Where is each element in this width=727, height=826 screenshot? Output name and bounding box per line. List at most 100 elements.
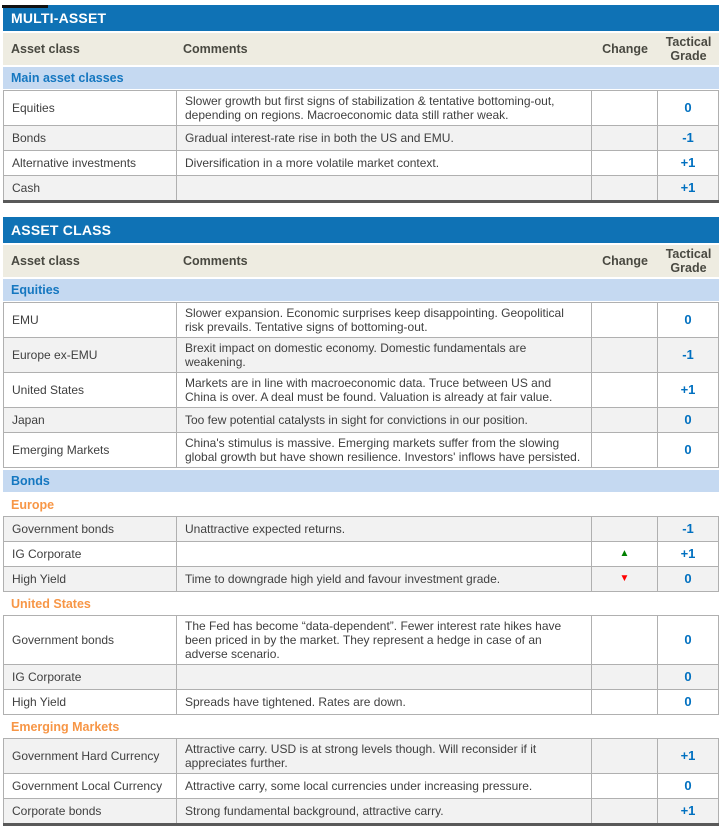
change-cell <box>591 433 657 467</box>
comment-cell: Strong fundamental background, attractiv… <box>176 799 591 823</box>
tactical-grade-cell: 0 <box>657 774 718 798</box>
change-cell <box>591 408 657 432</box>
asset-class-cell: Equities <box>12 101 55 115</box>
tactical-grade-cell: 0 <box>657 408 718 432</box>
tactical-grade-cell: 0 <box>657 303 718 337</box>
asset-class-cell: United States <box>12 383 85 397</box>
comment-cell: Slower expansion. Economic surprises kee… <box>176 303 591 337</box>
tactical-grade-cell: 0 <box>657 690 718 714</box>
asset-class-cell: High Yield <box>12 572 67 586</box>
asset-class-cell: High Yield <box>12 695 67 709</box>
tactical-grade-cell: 0 <box>657 616 718 664</box>
column-header-asset-class: Asset class <box>11 42 80 56</box>
asset-class-cell: Government bonds <box>12 633 115 647</box>
section-header-bonds: Bonds <box>3 470 719 492</box>
table-row-em-corporate-bonds: Corporate bonds Strong fundamental backg… <box>3 798 719 823</box>
column-header-tactical-grade: Tactical Grade <box>665 35 712 63</box>
tactical-grade-cell: -1 <box>657 517 718 541</box>
tactical-grade-cell: +1 <box>657 176 718 200</box>
tactical-grade-cell: 0 <box>657 665 718 689</box>
asset-class-cell: Alternative investments <box>12 156 137 170</box>
column-header-tactical-grade: Tactical Grade <box>665 247 712 275</box>
asset-class-cell: Japan <box>12 413 45 427</box>
tactical-grade-cell: +1 <box>657 739 718 773</box>
tactical-grade-cell: +1 <box>657 373 718 407</box>
table-row-bonds: Bonds Gradual interest-rate rise in both… <box>3 125 719 150</box>
multi-asset-header-row: Asset class Comments Change Tactical Gra… <box>3 33 719 65</box>
screenshot-edge-artifact <box>2 5 48 8</box>
comment-cell: The Fed has become “data-dependent”. Few… <box>176 616 591 664</box>
asset-class-cell: Government Hard Currency <box>12 749 160 763</box>
table-row-eu-high-yield: High Yield Time to downgrade high yield … <box>3 566 719 592</box>
table-row-eu-government-bonds: Government bonds Unattractive expected r… <box>3 516 719 541</box>
tactical-grade-cell: -1 <box>657 126 718 150</box>
change-up-arrow-icon: ▲ <box>619 548 630 559</box>
table-row-europe-ex-emu: Europe ex-EMU Brexit impact on domestic … <box>3 337 719 372</box>
table-row-alternative-investments: Alternative investments Diversification … <box>3 150 719 175</box>
change-cell <box>591 338 657 372</box>
table-row-us-government-bonds: Government bonds The Fed has become “dat… <box>3 615 719 664</box>
asset-class-title-bar: ASSET CLASS <box>3 217 719 243</box>
comment-cell <box>176 176 591 200</box>
tactical-grade-cell: 0 <box>657 567 718 591</box>
comment-cell: Unattractive expected returns. <box>176 517 591 541</box>
table-row-us-ig-corporate: IG Corporate 0 <box>3 664 719 689</box>
change-cell <box>591 616 657 664</box>
change-cell <box>591 373 657 407</box>
table-row-japan: Japan Too few potential catalysts in sig… <box>3 407 719 432</box>
change-cell <box>591 799 657 823</box>
asset-class-cell: Emerging Markets <box>12 443 110 457</box>
column-header-asset-class: Asset class <box>11 254 80 268</box>
multi-asset-title-bar: MULTI-ASSET <box>3 5 719 31</box>
section-header-main-asset-classes: Main asset classes <box>3 67 719 89</box>
comment-cell <box>176 542 591 566</box>
change-cell <box>591 126 657 150</box>
change-cell <box>591 774 657 798</box>
asset-class-cell: Cash <box>12 181 41 195</box>
asset-class-cell: EMU <box>12 313 39 327</box>
tactical-grade-cell: +1 <box>657 542 718 566</box>
asset-class-cell: IG Corporate <box>12 670 82 684</box>
multi-asset-table: MULTI-ASSET Asset class Comments Change … <box>3 5 719 203</box>
subsection-header-europe: Europe <box>3 493 719 516</box>
comment-cell: Attractive carry, some local currencies … <box>176 774 591 798</box>
comment-cell: Gradual interest-rate rise in both the U… <box>176 126 591 150</box>
column-header-change: Change <box>602 254 648 268</box>
tactical-grade-cell: -1 <box>657 338 718 372</box>
tactical-grade-cell: +1 <box>657 151 718 175</box>
comment-cell: Spreads have tightened. Rates are down. <box>176 690 591 714</box>
column-header-comments: Comments <box>183 42 248 56</box>
column-header-comments: Comments <box>183 254 248 268</box>
table-row-cash: Cash +1 <box>3 175 719 200</box>
change-cell: ▲ <box>591 542 657 566</box>
section-header-equities: Equities <box>3 279 719 301</box>
asset-class-table: ASSET CLASS Asset class Comments Change … <box>3 217 719 826</box>
table-row-emu: EMU Slower expansion. Economic surprises… <box>3 302 719 337</box>
comment-cell: Attractive carry. USD is at strong level… <box>176 739 591 773</box>
comment-cell: Brexit impact on domestic economy. Domes… <box>176 338 591 372</box>
comment-cell: Too few potential catalysts in sight for… <box>176 408 591 432</box>
table-row-emerging-markets: Emerging Markets China's stimulus is mas… <box>3 432 719 468</box>
asset-class-cell: Bonds <box>12 131 47 145</box>
subsection-header-united-states: United States <box>3 592 719 615</box>
comment-cell: China's stimulus is massive. Emerging ma… <box>176 433 591 467</box>
tactical-grade-cell: +1 <box>657 799 718 823</box>
table-row-em-government-local-currency: Government Local Currency Attractive car… <box>3 773 719 798</box>
asset-class-cell: Government bonds <box>12 522 115 536</box>
comment-cell: Time to downgrade high yield and favour … <box>176 567 591 591</box>
table-row-us-high-yield: High Yield Spreads have tightened. Rates… <box>3 689 719 715</box>
column-header-change: Change <box>602 42 648 56</box>
change-cell: ▼ <box>591 567 657 591</box>
table-row-em-government-hard-currency: Government Hard Currency Attractive carr… <box>3 738 719 773</box>
change-cell <box>591 690 657 714</box>
asset-class-cell: Europe ex-EMU <box>12 348 98 362</box>
change-cell <box>591 151 657 175</box>
change-down-arrow-icon: ▼ <box>619 573 630 584</box>
table-row-eu-ig-corporate: IG Corporate ▲ +1 <box>3 541 719 566</box>
comment-cell <box>176 665 591 689</box>
table-row-united-states: United States Markets are in line with m… <box>3 372 719 407</box>
comment-cell: Diversification in a more volatile marke… <box>176 151 591 175</box>
change-cell <box>591 176 657 200</box>
comment-cell: Slower growth but first signs of stabili… <box>176 91 591 125</box>
change-cell <box>591 665 657 689</box>
